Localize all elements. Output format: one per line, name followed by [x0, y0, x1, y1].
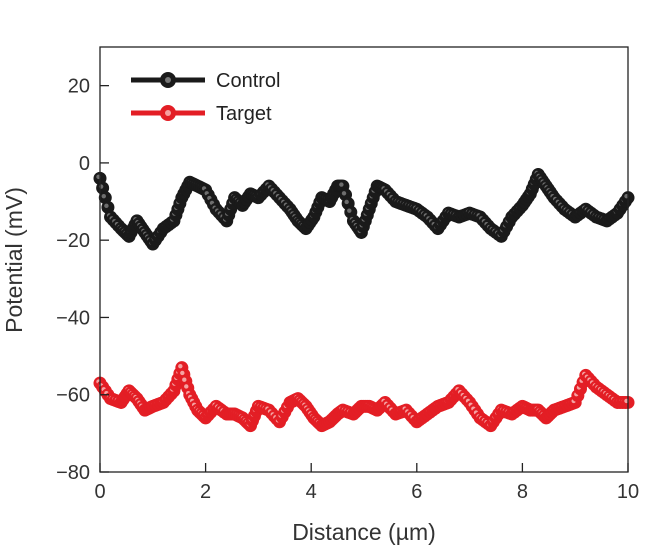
- data-point-highlight: [180, 370, 185, 376]
- y-axis-ticks: 20 0 −20 −40 −60 −80: [56, 76, 109, 484]
- legend-control-label: Control: [216, 70, 280, 92]
- data-point-highlight: [347, 208, 352, 213]
- y-tick-label: −80: [56, 462, 90, 484]
- x-tick-label: 10: [617, 481, 639, 503]
- y-axis-label: Potential (mV): [1, 187, 27, 333]
- data-point-highlight: [339, 182, 344, 187]
- data-point-highlight: [341, 191, 347, 196]
- data-point-highlight: [101, 193, 106, 199]
- x-tick-label: 0: [94, 481, 105, 503]
- x-axis-ticks: 0 2 4 6 8 10: [94, 463, 639, 503]
- x-tick-label: 2: [200, 481, 211, 503]
- x-tick-label: 6: [411, 481, 422, 503]
- legend: Control Target: [131, 70, 280, 125]
- x-axis-label: Distance (µm): [292, 519, 436, 545]
- plot-frame: [99, 46, 629, 473]
- series-target: [93, 361, 635, 433]
- data-point-highlight: [178, 363, 183, 369]
- series-control: [93, 168, 635, 251]
- data-markers: [93, 168, 635, 433]
- data-point-highlight: [344, 199, 349, 205]
- legend-control-marker: [131, 72, 205, 88]
- data-point-highlight: [184, 384, 189, 389]
- legend-target-label: Target: [216, 103, 272, 125]
- x-tick-label: 8: [517, 481, 528, 503]
- x-tick-label: 4: [306, 481, 317, 503]
- y-tick-label: 0: [79, 153, 90, 175]
- legend-target-marker: [131, 105, 205, 121]
- y-tick-label: −60: [56, 385, 90, 407]
- y-tick-label: −40: [56, 307, 90, 329]
- y-tick-label: −20: [56, 230, 90, 252]
- data-point-highlight: [182, 377, 187, 382]
- data-point-highlight: [104, 203, 109, 209]
- y-tick-label: 20: [68, 76, 90, 98]
